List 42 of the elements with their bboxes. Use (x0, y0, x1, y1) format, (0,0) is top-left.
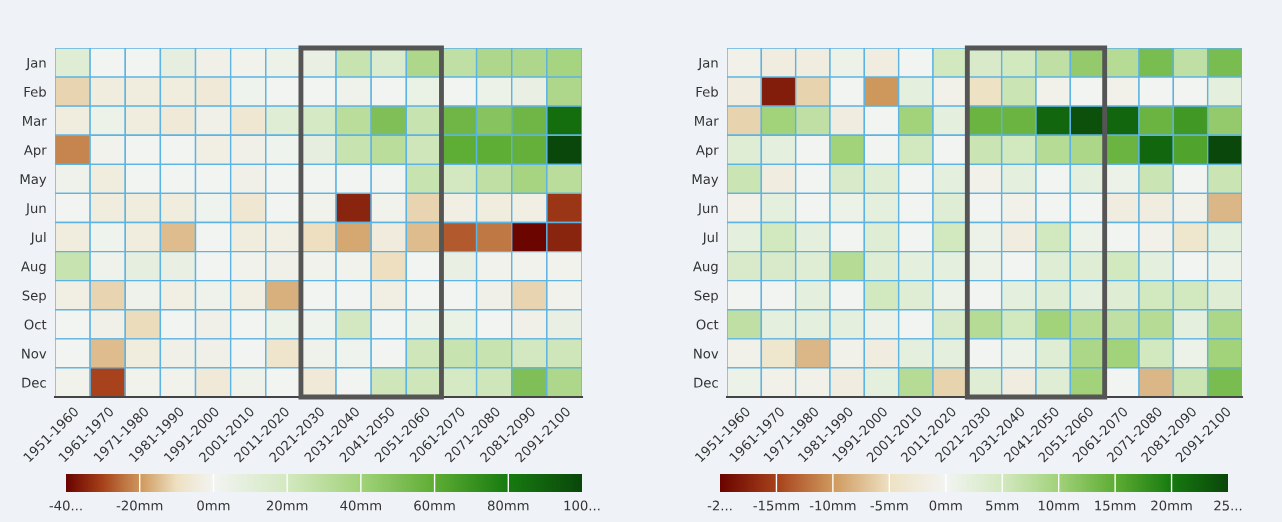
y-tick-label: Jun (25, 203, 46, 216)
y-tick-label: Oct (24, 319, 47, 330)
color-bar-label: 40mm (340, 500, 381, 511)
color-bar-label: -20mm (116, 500, 163, 511)
y-tick-label: Sep (22, 290, 46, 303)
color-bar-label: 60mm (414, 500, 455, 511)
y-tick-label: Sep (694, 290, 718, 303)
color-bar-label: -15mm (753, 500, 799, 511)
y-tick-label: Nov (22, 348, 47, 359)
color-bar-label: -40... (49, 500, 82, 511)
color-bar-label: 20mm (1151, 500, 1192, 511)
y-tick-label: Dec (22, 377, 46, 388)
color-bar-label: 20mm (266, 500, 308, 511)
color-bar-label: 15mm (1095, 500, 1136, 511)
y-tick-label: Feb (696, 86, 718, 97)
color-bar-label: 0mm (929, 500, 962, 511)
color-bar-label: -5mm (870, 500, 908, 511)
y-tick-label: Apr (695, 145, 719, 158)
y-tick-label: Apr (23, 145, 47, 158)
y-tick-label: Mar (23, 116, 47, 126)
y-tick-label: Feb (24, 86, 46, 97)
y-tick-label: Oct (696, 319, 719, 330)
color-bar-label: 5mm (986, 500, 1019, 511)
color-bar-label: 80mm (487, 500, 529, 511)
y-tick-label: Nov (694, 348, 719, 359)
y-tick-label: Jan (25, 57, 46, 71)
y-tick-label: May (20, 174, 47, 187)
y-tick-label: Aug (693, 261, 718, 274)
color-bar-label: -2... (707, 500, 732, 511)
color-bar-label: 100... (564, 500, 600, 511)
y-tick-label: Jul (702, 232, 718, 245)
color-bar-label: -10mm (809, 500, 856, 511)
color-bar-label: 0mm (197, 500, 230, 511)
y-tick-label: Jul (30, 232, 46, 245)
y-tick-label: Mar (695, 116, 719, 126)
y-tick-label: Dec (694, 377, 718, 388)
color-bar-label: 25... (1214, 500, 1242, 511)
color-bar-label: 10mm (1038, 500, 1079, 511)
y-tick-label: Aug (21, 261, 46, 274)
y-tick-label: Jan (697, 57, 718, 71)
y-tick-label: Jun (697, 203, 718, 216)
y-tick-label: May (692, 174, 719, 187)
